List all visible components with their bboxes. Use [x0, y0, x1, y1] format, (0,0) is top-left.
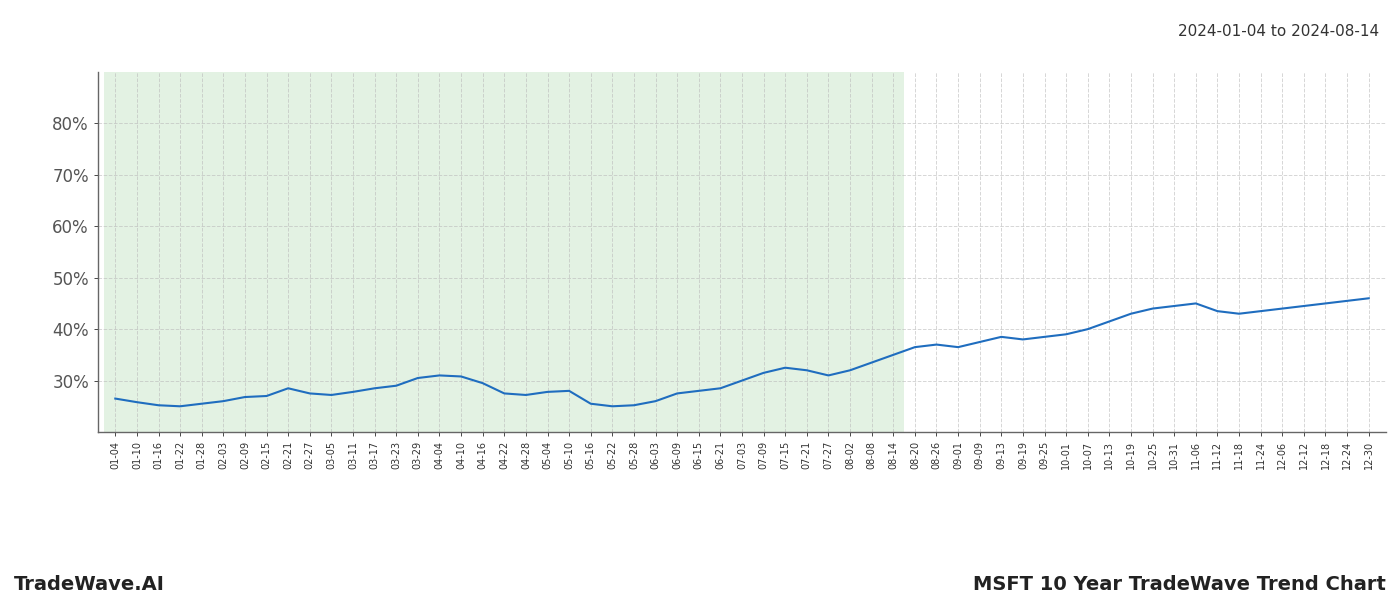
Text: TradeWave.AI: TradeWave.AI [14, 575, 165, 594]
Text: 2024-01-04 to 2024-08-14: 2024-01-04 to 2024-08-14 [1177, 24, 1379, 39]
Bar [105, 72, 904, 432]
Text: MSFT 10 Year TradeWave Trend Chart: MSFT 10 Year TradeWave Trend Chart [973, 575, 1386, 594]
